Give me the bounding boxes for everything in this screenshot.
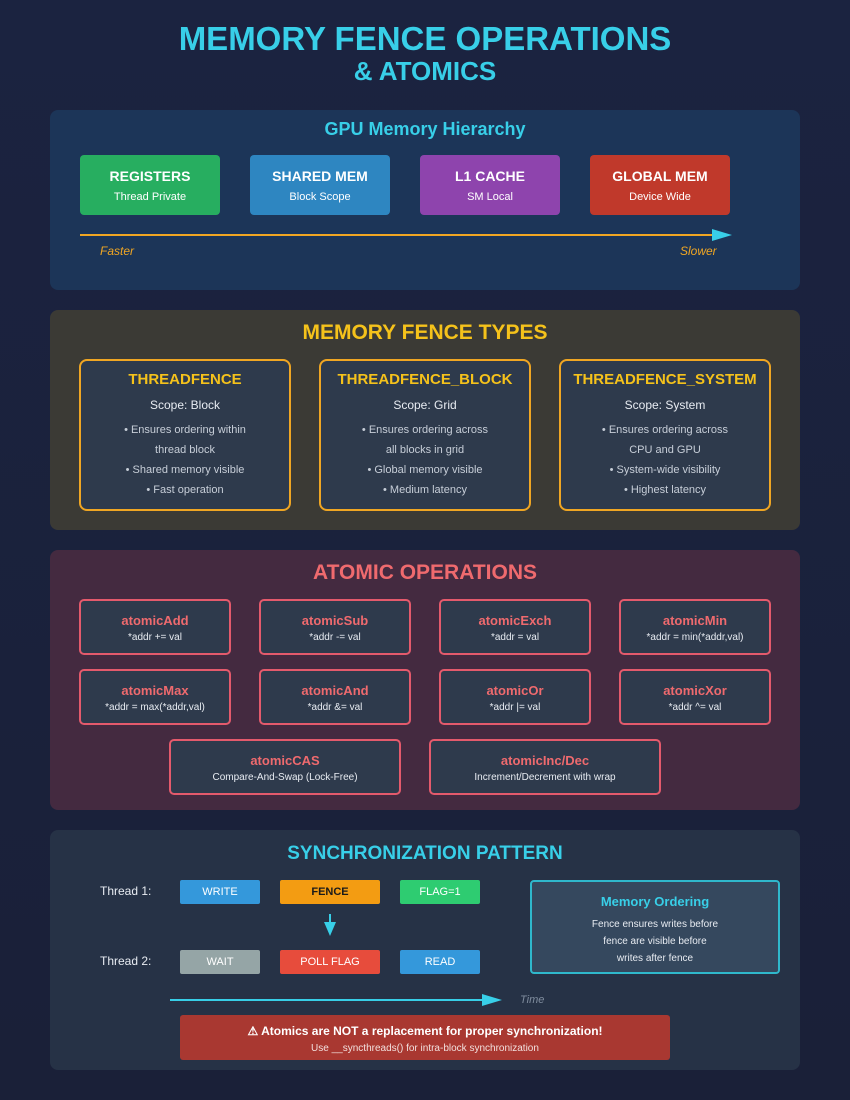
atomic-cas: atomicCAS Compare-And-Swap (Lock-Free)	[169, 739, 401, 795]
atomic-name: atomicSub	[301, 613, 369, 628]
fence-scope: Scope: Grid	[393, 398, 457, 412]
time-arrow	[170, 994, 502, 1006]
atomic-or: atomicOr *addr |= val	[439, 669, 591, 725]
atomic-name: atomicXor	[663, 683, 727, 698]
atomic-sub: atomicSub *addr -= val	[259, 599, 411, 655]
fence-scope: Scope: Block	[149, 398, 221, 412]
fence-scope: Scope: System	[624, 398, 706, 412]
fence-bullet: • System-wide visibility	[609, 464, 721, 476]
atomic-name: atomicMax	[121, 683, 189, 698]
atomic-expr: *addr = min(*addr,val)	[646, 632, 744, 643]
fence-card-threadfence-system: THREADFENCE_SYSTEM Scope: System • Ensur…	[559, 359, 771, 511]
level-registers: REGISTERS Thread Private	[80, 155, 220, 215]
warning-subtitle: Use __syncthreads() for intra-block sync…	[311, 1043, 539, 1054]
step-wait: WAIT	[180, 950, 260, 974]
fence-bullet: • Global memory visible	[367, 464, 483, 476]
level-l1-cache: L1 CACHE SM Local	[420, 155, 560, 215]
atomic-expr: Compare-And-Swap (Lock-Free)	[212, 772, 358, 783]
fence-card-threadfence: THREADFENCE Scope: Block • Ensures order…	[79, 359, 291, 511]
level-scope: Thread Private	[113, 191, 187, 203]
atomic-and: atomicAnd *addr &= val	[259, 669, 411, 725]
atomic-name: atomicAnd	[301, 683, 369, 698]
page-title: MEMORY FENCE OPERATIONS	[178, 20, 672, 57]
level-scope: Device Wide	[629, 191, 691, 203]
atomic-xor: atomicXor *addr ^= val	[619, 669, 771, 725]
memory-ordering-title: Memory Ordering	[600, 894, 710, 909]
speed-arrow	[80, 229, 732, 241]
atomic-ops-panel: ATOMIC OPERATIONS atomicAdd *addr += val…	[50, 550, 800, 810]
slower-label: Slower	[680, 244, 717, 258]
fence-down-arrow	[324, 914, 336, 936]
fence-card-threadfence-block: THREADFENCE_BLOCK Scope: Grid • Ensures …	[319, 359, 531, 511]
fence-bullet: • Shared memory visible	[125, 464, 245, 476]
atomic-expr: *addr |= val	[489, 702, 541, 713]
atomic-name: atomicOr	[486, 683, 544, 698]
fence-bullet: thread block	[155, 444, 215, 456]
fence-bullet: • Medium latency	[383, 484, 467, 496]
atomic-ops-title: ATOMIC OPERATIONS	[312, 561, 537, 584]
fence-types-panel: MEMORY FENCE TYPES THREADFENCE Scope: Bl…	[50, 310, 800, 530]
memory-hierarchy-panel: GPU Memory Hierarchy REGISTERS Thread Pr…	[50, 110, 800, 290]
atomic-name: atomicMin	[662, 613, 728, 628]
atomic-expr: *addr -= val	[309, 632, 361, 643]
atomic-expr: *addr += val	[128, 632, 182, 643]
level-shared-mem: SHARED MEM Block Scope	[250, 155, 390, 215]
thread2-label: Thread 2:	[100, 954, 152, 968]
atomic-expr: *addr ^= val	[668, 702, 722, 713]
fence-bullet: all blocks in grid	[385, 444, 465, 456]
time-label: Time	[520, 994, 545, 1006]
atomic-expr: *addr = val	[490, 632, 540, 643]
atomic-name: atomicCAS	[250, 753, 320, 768]
fence-bullet: • Fast operation	[146, 484, 224, 496]
memory-ordering-box: Memory Ordering Fence ensures writes bef…	[530, 880, 780, 974]
faster-label: Faster	[100, 244, 135, 258]
sync-pattern-title: SYNCHRONIZATION PATTERN	[287, 843, 563, 864]
fence-bullet: • Ensures ordering across	[601, 424, 729, 436]
step-poll-flag: POLL FLAG	[280, 950, 380, 974]
step-write: WRITE	[180, 880, 260, 904]
fence-bullet: • Ensures ordering across	[361, 424, 489, 436]
fence-bullet: CPU and GPU	[629, 444, 701, 456]
level-name: SHARED MEM	[272, 168, 368, 184]
atomic-name: atomicExch	[478, 613, 552, 628]
fence-name: THREADFENCE	[128, 371, 242, 388]
level-name: REGISTERS	[109, 168, 191, 184]
level-global-mem: GLOBAL MEM Device Wide	[590, 155, 730, 215]
level-scope: SM Local	[467, 191, 513, 203]
memory-ordering-line: Fence ensures writes before	[591, 919, 719, 930]
memory-ordering-line: fence are visible before	[603, 936, 707, 947]
thread1-label: Thread 1:	[100, 884, 152, 898]
step-read: READ	[400, 950, 480, 974]
fence-types-title: MEMORY FENCE TYPES	[302, 321, 548, 344]
fence-name: THREADFENCE_SYSTEM	[573, 371, 757, 388]
atomic-expr: *addr = max(*addr,val)	[105, 702, 205, 713]
memory-ordering-line: writes after fence	[616, 953, 694, 964]
atomic-min: atomicMin *addr = min(*addr,val)	[619, 599, 771, 655]
step-fence: FENCE	[280, 880, 380, 904]
memory-hierarchy-title: GPU Memory Hierarchy	[324, 119, 526, 139]
atomic-name: atomicInc/Dec	[500, 753, 590, 768]
page-subtitle: & ATOMICS	[353, 56, 497, 86]
atomic-expr: *addr &= val	[307, 702, 363, 713]
fence-bullet: • Highest latency	[623, 484, 707, 496]
step-flag: FLAG=1	[400, 880, 480, 904]
atomic-expr: Increment/Decrement with wrap	[474, 772, 616, 783]
fence-name: THREADFENCE_BLOCK	[337, 371, 513, 388]
level-name: GLOBAL MEM	[612, 168, 708, 184]
atomic-name: atomicAdd	[121, 613, 189, 628]
warning-title: ⚠ Atomics are NOT a replacement for prop…	[247, 1024, 603, 1038]
fence-bullet: • Ensures ordering within	[124, 424, 246, 436]
atomic-add: atomicAdd *addr += val	[79, 599, 231, 655]
level-scope: Block Scope	[289, 191, 351, 203]
level-name: L1 CACHE	[454, 168, 525, 184]
atomic-inc-dec: atomicInc/Dec Increment/Decrement with w…	[429, 739, 661, 795]
sync-pattern-panel: SYNCHRONIZATION PATTERN Thread 1: WRITE …	[50, 830, 800, 1070]
atomic-exch: atomicExch *addr = val	[439, 599, 591, 655]
warning-banner: ⚠ Atomics are NOT a replacement for prop…	[180, 1015, 670, 1060]
atomic-max: atomicMax *addr = max(*addr,val)	[79, 669, 231, 725]
